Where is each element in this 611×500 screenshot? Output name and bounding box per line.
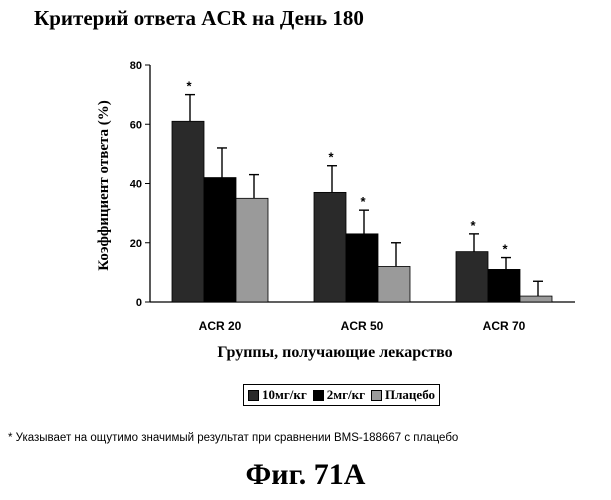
- legend-item-10mg: 10мг/кг: [248, 387, 307, 403]
- bar: [456, 252, 488, 302]
- legend-label-10mg: 10мг/кг: [262, 387, 307, 403]
- figure-label: Фиг. 71А: [0, 458, 611, 492]
- y-tick-label: 20: [130, 238, 142, 250]
- bar: [236, 198, 268, 302]
- x-axis-label: Группы, получающие лекарство: [217, 344, 452, 361]
- x-tick-label: ACR 70: [483, 319, 526, 333]
- y-tick-label: 80: [130, 60, 142, 72]
- bar: [314, 192, 346, 302]
- y-tick-label: 40: [130, 179, 142, 191]
- bar: [172, 121, 204, 302]
- y-axis-label: Коэффициент ответа (%): [96, 100, 112, 271]
- bar-chart: 0 20 40 60 80 Коэффициент ответа (%) Группы, п…: [0, 0, 611, 380]
- significance-marker: *: [360, 194, 366, 209]
- x-tick-label: ACR 50: [341, 319, 384, 333]
- legend-label-placebo: Плацебо: [385, 387, 435, 403]
- x-tick-label: ACR 20: [199, 319, 242, 333]
- bar: [488, 269, 520, 302]
- bar: [520, 296, 552, 302]
- bar: [346, 234, 378, 302]
- chart-legend: 10мг/кг 2мг/кг Плацебо: [243, 384, 440, 406]
- significance-marker: *: [502, 242, 508, 257]
- significance-marker: *: [470, 218, 476, 233]
- legend-item-placebo: Плацебо: [371, 387, 435, 403]
- legend-label-2mg: 2мг/кг: [327, 387, 365, 403]
- y-tick-label: 60: [130, 119, 142, 131]
- y-tick-label: 0: [136, 297, 142, 309]
- legend-item-2mg: 2мг/кг: [313, 387, 365, 403]
- legend-swatch-10mg: [248, 390, 259, 401]
- significance-marker: *: [186, 79, 192, 94]
- legend-swatch-placebo: [371, 390, 382, 401]
- significance-footnote: * Указывает на ощутимо значимый результа…: [8, 432, 458, 444]
- bar: [378, 266, 410, 302]
- legend-swatch-2mg: [313, 390, 324, 401]
- bar: [204, 178, 236, 302]
- significance-marker: *: [328, 150, 334, 165]
